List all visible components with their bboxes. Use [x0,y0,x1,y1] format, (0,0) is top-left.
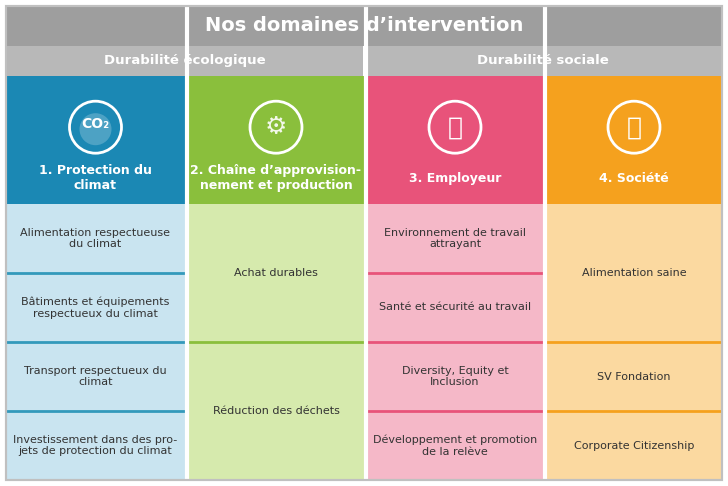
FancyBboxPatch shape [365,46,722,76]
Text: Corporate Citizenship: Corporate Citizenship [574,440,695,451]
Text: Nos domaines d’intervention: Nos domaines d’intervention [205,17,523,35]
FancyBboxPatch shape [6,76,185,204]
FancyBboxPatch shape [6,204,185,480]
Text: CO₂: CO₂ [82,117,109,131]
Text: 2. Chaîne d’approvision-
nement et production: 2. Chaîne d’approvision- nement et produ… [191,164,362,192]
Circle shape [79,113,111,145]
Text: 4. Société: 4. Société [599,172,669,185]
FancyBboxPatch shape [367,76,543,204]
FancyBboxPatch shape [546,76,722,204]
Text: Investissement dans des pro-
jets de protection du climat: Investissement dans des pro- jets de pro… [13,434,178,456]
Text: Durabilité sociale: Durabilité sociale [477,54,609,68]
Text: Alimentation respectueuse
du climat: Alimentation respectueuse du climat [20,228,170,249]
Text: Environnement de travail
attrayant: Environnement de travail attrayant [384,228,526,249]
Text: Développement et promotion
de la relève: Développement et promotion de la relève [373,434,537,456]
Text: Achat durables: Achat durables [234,268,318,278]
Text: 3. Employeur: 3. Employeur [409,172,501,185]
Text: Bâtiments et équipements
respectueux du climat: Bâtiments et équipements respectueux du … [21,296,170,318]
Text: ⚙: ⚙ [265,115,287,139]
FancyBboxPatch shape [546,204,722,480]
FancyBboxPatch shape [6,46,363,76]
Text: Transport respectueux du
climat: Transport respectueux du climat [24,365,167,387]
FancyBboxPatch shape [367,204,543,480]
Text: Diversity, Equity et
Inclusion: Diversity, Equity et Inclusion [402,365,508,387]
FancyBboxPatch shape [6,6,722,480]
Text: Réduction des déchets: Réduction des déchets [213,406,339,416]
Text: 1. Protection du
climat: 1. Protection du climat [39,164,152,192]
Text: 🤝: 🤝 [627,115,641,139]
FancyBboxPatch shape [188,76,364,204]
Text: SV Fondation: SV Fondation [597,371,670,382]
Text: Santé et sécurité au travail: Santé et sécurité au travail [379,302,531,312]
FancyBboxPatch shape [6,6,722,46]
Text: Alimentation saine: Alimentation saine [582,268,687,278]
Text: 👥: 👥 [448,115,462,139]
FancyBboxPatch shape [188,204,364,480]
Text: Durabilité écologique: Durabilité écologique [104,54,266,68]
